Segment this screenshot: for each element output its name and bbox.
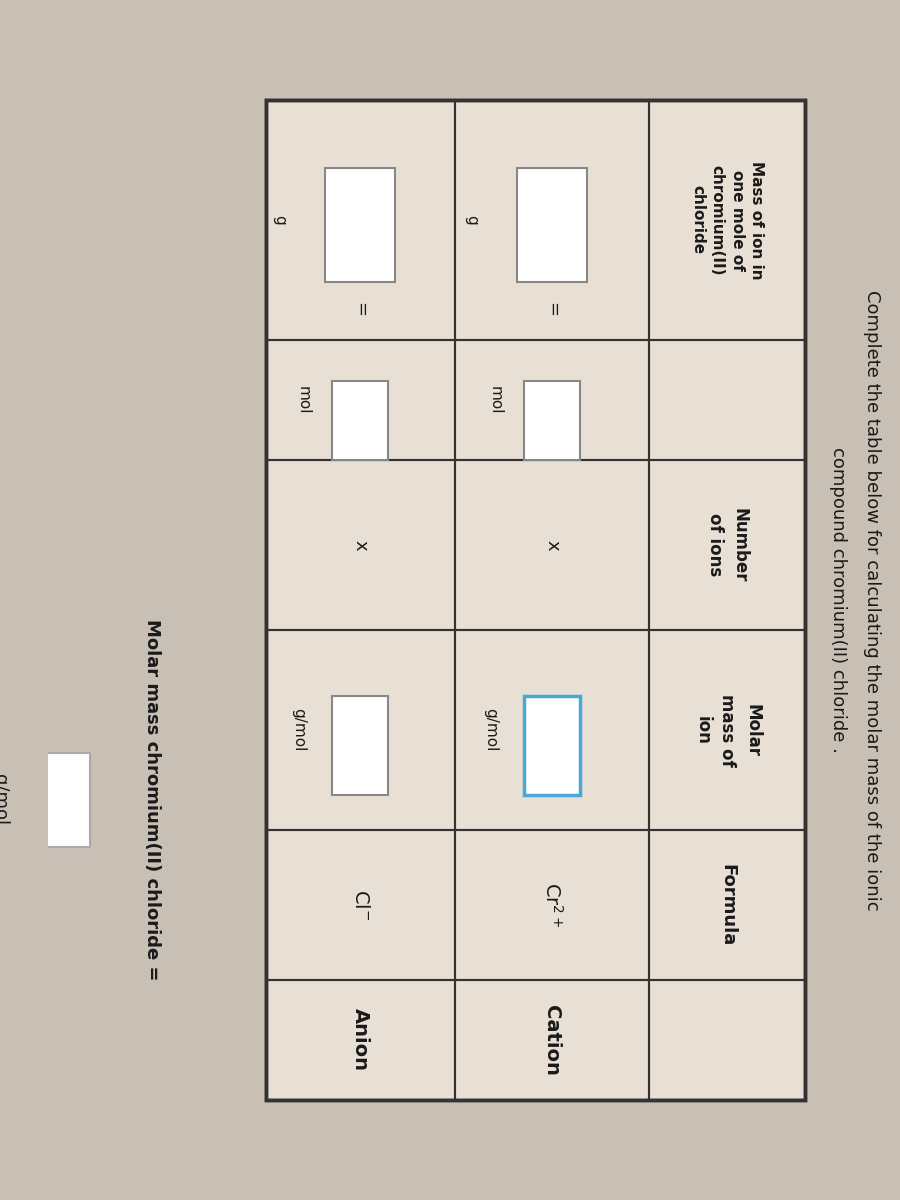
Text: Anion: Anion <box>351 1008 370 1072</box>
Text: Complete the table below for calculating the molar mass of the ionic: Complete the table below for calculating… <box>862 289 880 911</box>
FancyBboxPatch shape <box>332 380 388 460</box>
Text: g: g <box>273 215 287 224</box>
FancyBboxPatch shape <box>34 754 90 847</box>
Text: compound chromium(II) chloride .: compound chromium(II) chloride . <box>830 448 848 752</box>
FancyBboxPatch shape <box>524 380 580 460</box>
Text: Cation: Cation <box>543 1004 562 1075</box>
Text: mol: mol <box>296 385 310 414</box>
Text: Cr$^{2+}$: Cr$^{2+}$ <box>541 882 562 928</box>
Bar <box>266 100 806 1100</box>
Text: x: x <box>351 540 369 551</box>
Text: g/mol: g/mol <box>483 708 498 751</box>
FancyBboxPatch shape <box>517 168 587 282</box>
Text: Number
of ions: Number of ions <box>706 508 749 582</box>
Bar <box>266 100 806 1100</box>
Text: Formula: Formula <box>718 864 736 946</box>
Text: Molar mass chromium(II) chloride =: Molar mass chromium(II) chloride = <box>143 619 161 980</box>
Text: Molar
mass of
ion: Molar mass of ion <box>693 694 761 767</box>
FancyBboxPatch shape <box>524 696 580 794</box>
Text: g/mol: g/mol <box>0 774 9 826</box>
Text: g/mol: g/mol <box>292 708 306 751</box>
Text: =: = <box>351 302 369 318</box>
Text: Mass of ion in
one mole of
chromium(II)
chloride: Mass of ion in one mole of chromium(II) … <box>690 161 764 280</box>
Text: Cl$^{-}$: Cl$^{-}$ <box>351 889 370 920</box>
Text: =: = <box>543 302 561 318</box>
FancyBboxPatch shape <box>325 168 395 282</box>
Bar <box>266 100 806 1100</box>
Bar <box>266 100 806 1100</box>
Text: x: x <box>543 540 561 551</box>
Text: mol: mol <box>488 385 503 414</box>
Text: g: g <box>464 215 479 224</box>
FancyBboxPatch shape <box>332 696 388 794</box>
